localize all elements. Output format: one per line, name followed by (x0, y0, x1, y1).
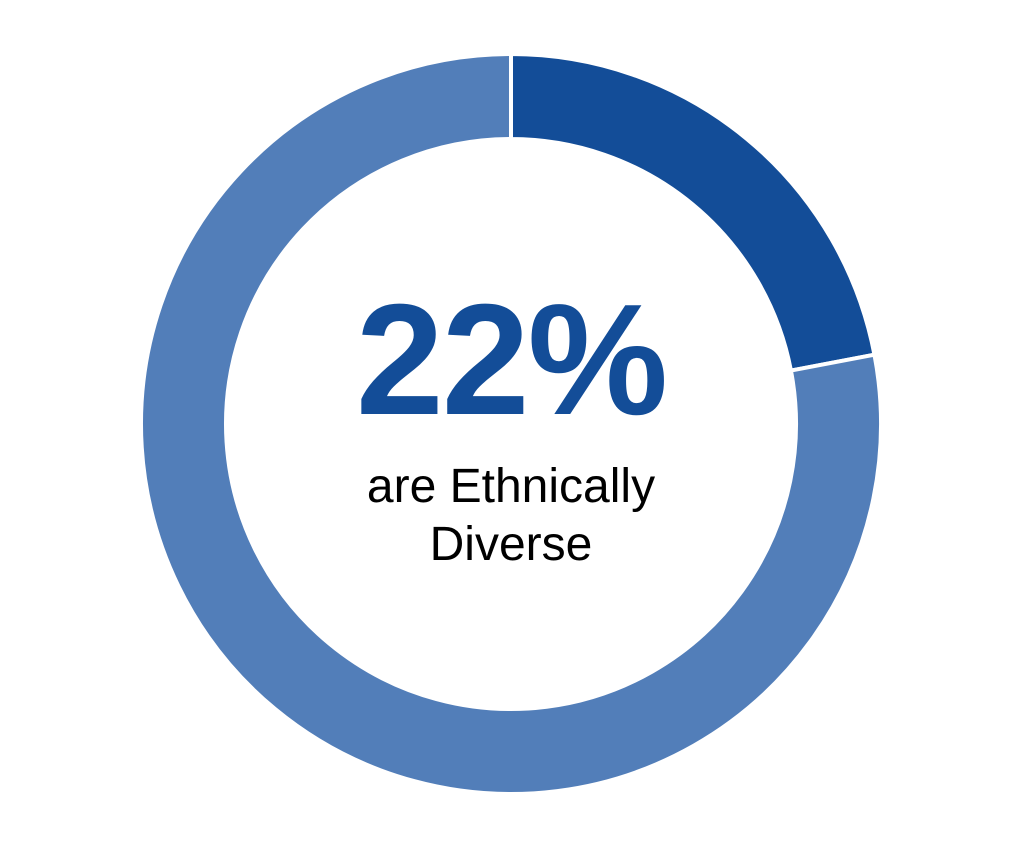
percentage-value: 22% (355, 272, 668, 448)
center-label: 22% are Ethnically Diverse (311, 280, 711, 574)
donut-slice-other (139, 51, 883, 796)
caption-line-2: Diverse (429, 518, 593, 571)
caption-line-1: are Ethnically (366, 460, 656, 513)
